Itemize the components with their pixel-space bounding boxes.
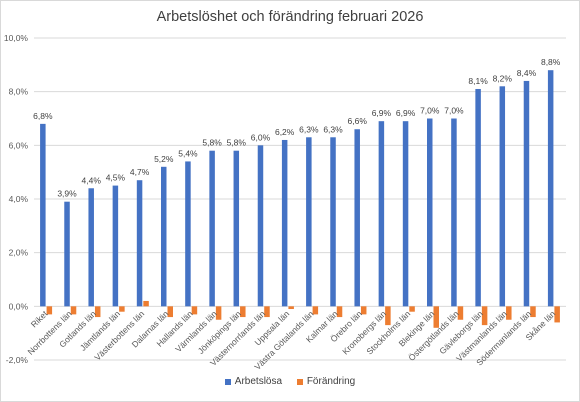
bar-arbetslosa (161, 166, 167, 307)
bar-arbetslosa (354, 129, 360, 307)
bar-arbetslosa (475, 88, 481, 307)
bar-arbetslosa (451, 118, 457, 307)
bar-forandring (554, 306, 560, 323)
data-label: 3,9% (57, 189, 77, 199)
bar-forandring (288, 306, 294, 310)
data-label: 5,8% (202, 138, 222, 148)
data-label: 8,8% (541, 57, 561, 67)
legend-swatch-arbetslosa (224, 378, 231, 385)
y-tick-label: 2,0% (9, 248, 29, 258)
legend-label-forandring: Förändring (306, 376, 356, 387)
data-label: 6,6% (348, 116, 368, 126)
bar-arbetslosa (257, 145, 264, 307)
bar-arbetslosa (136, 180, 143, 307)
y-tick-label: 0,0% (9, 301, 29, 311)
chart-title: Arbetslöshet och förändring februari 202… (156, 9, 424, 25)
bar-arbetslosa (281, 139, 288, 307)
legend-item-arbetslosa: Arbetslösa (224, 376, 283, 387)
data-label: 6,8% (33, 111, 53, 121)
bar-arbetslosa (233, 150, 240, 307)
bar-arbetslosa (88, 188, 94, 307)
bar-arbetslosa (547, 70, 554, 307)
data-label: 6,2% (275, 127, 295, 137)
data-label: 4,5% (106, 173, 126, 183)
data-label: 8,2% (493, 73, 513, 83)
bar-forandring (191, 306, 198, 315)
legend-label-arbetslosa: Arbetslösa (234, 376, 283, 387)
bar-forandring (167, 306, 173, 318)
data-label: 7,0% (444, 106, 464, 116)
bar-forandring (336, 306, 343, 318)
data-label: 6,3% (299, 124, 319, 134)
bar-arbetslosa (330, 137, 336, 307)
bar-forandring (433, 306, 439, 328)
data-label: 8,4% (517, 68, 537, 78)
bar-arbetslosa (306, 137, 312, 307)
bar-arbetslosa (40, 123, 46, 307)
bar-forandring (240, 306, 246, 318)
bar-forandring (143, 300, 149, 307)
bar-forandring (215, 306, 222, 320)
data-label: 6,9% (372, 108, 392, 118)
bar-arbetslosa (523, 80, 530, 307)
bar-arbetslosa (402, 121, 409, 307)
legend-swatch-forandring (296, 378, 303, 385)
bar-forandring (409, 306, 415, 312)
data-label: 6,0% (251, 132, 271, 142)
data-label: 5,4% (178, 148, 198, 158)
data-label: 8,1% (468, 76, 488, 86)
bar-forandring (312, 306, 319, 315)
bar-forandring (360, 306, 367, 315)
bar-forandring (385, 306, 391, 326)
bar-forandring (46, 306, 53, 315)
bar-arbetslosa (499, 86, 506, 307)
bar-arbetslosa (64, 201, 70, 307)
data-label: 5,8% (227, 138, 247, 148)
bar-arbetslosa (378, 121, 385, 307)
bar-forandring (457, 306, 464, 320)
bar-forandring (506, 306, 512, 320)
data-label: 4,4% (82, 175, 102, 185)
legend-item-forandring: Förändring (296, 376, 356, 387)
data-label: 4,7% (130, 167, 150, 177)
bar-forandring (94, 306, 101, 318)
data-label: 6,9% (396, 108, 416, 118)
bar-arbetslosa (112, 185, 119, 307)
chart-legend: Arbetslösa Förändring (0, 376, 580, 388)
bar-forandring (264, 306, 270, 318)
bar-arbetslosa (427, 118, 433, 307)
bar-forandring (481, 306, 488, 326)
data-label: 5,2% (154, 154, 174, 164)
bar-forandring (530, 306, 536, 318)
y-tick-label: 8,0% (9, 87, 29, 97)
y-tick-label: 6,0% (9, 140, 29, 150)
bar-arbetslosa (185, 161, 191, 307)
y-tick-label: 10,0% (4, 33, 29, 43)
bar-forandring (119, 306, 125, 312)
data-label: 7,0% (420, 106, 440, 116)
data-label: 6,3% (323, 124, 343, 134)
bar-forandring (70, 306, 77, 315)
bar-arbetslosa (209, 150, 215, 307)
y-tick-label: 4,0% (9, 194, 29, 204)
y-tick-label: -2,0% (6, 355, 29, 365)
